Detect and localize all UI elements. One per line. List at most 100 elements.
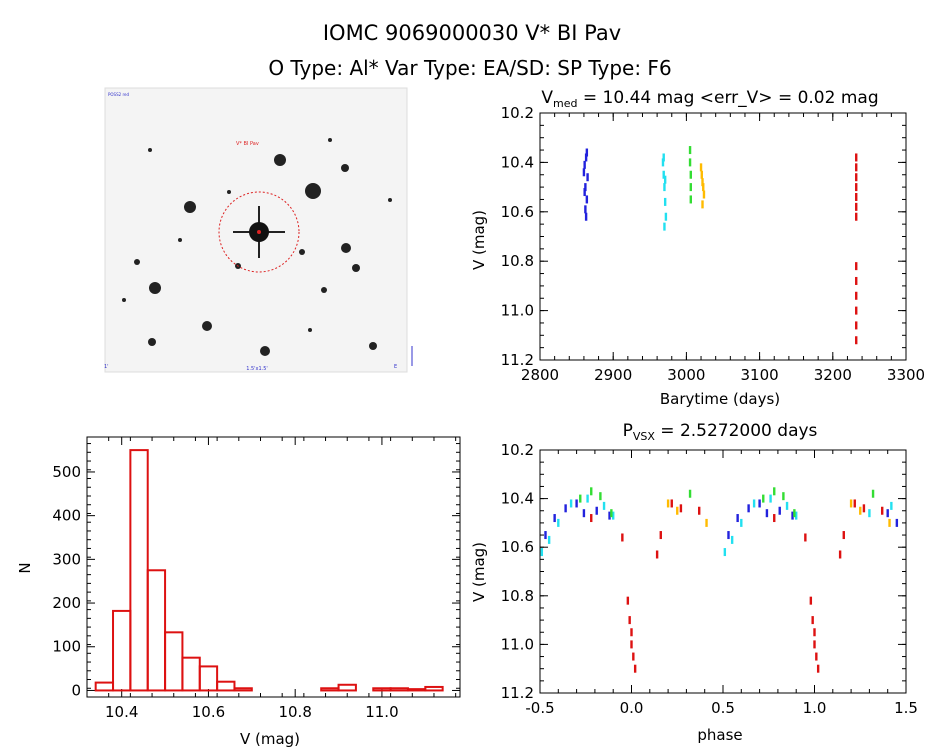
phased-point-cyan — [769, 494, 772, 503]
lightcurve-point-blue — [583, 160, 586, 169]
finder-chart: POSS2 red V* BI Pav 1' 1.5'x1.5' E — [104, 87, 413, 373]
lightcurve-xtick-label: 3100 — [741, 366, 779, 384]
phased-point-blue — [736, 514, 739, 523]
phased-point-red — [659, 531, 662, 540]
phased-plot-area: -0.5 0.0 0.5 1.0 1.5 10.2 10.4 10.6 10.8 11.0 11.2 — [501, 441, 918, 717]
finder-label-top-left: POSS2 red — [108, 92, 129, 97]
phased-point-red — [632, 652, 635, 661]
lightcurve-panel: Vmed = 10.44 mag <err_V> = 0.02 mag 2800… — [470, 88, 925, 408]
histogram-bar — [389, 687, 409, 692]
lightcurve-xtick-label: 3000 — [667, 366, 705, 384]
histogram-xtick-label: 10.8 — [278, 703, 311, 721]
phased-ylabel: V (mag) — [470, 542, 488, 602]
histogram-bar — [406, 688, 427, 692]
lightcurve-point-cyan — [663, 175, 667, 184]
finder-field-star — [184, 201, 196, 213]
histogram-ytick-label: 400 — [52, 507, 81, 525]
phased-ytick-label: 10.4 — [501, 490, 534, 508]
histogram-ytick-label: 300 — [52, 550, 81, 568]
lightcurve-point-red — [855, 276, 858, 285]
lightcurve-point-blue — [585, 195, 589, 204]
lightcurve-ytick-label: 10.2 — [501, 104, 534, 122]
lightcurve-point-cyan — [662, 153, 665, 162]
lightcurve-point-green — [688, 146, 692, 155]
phased-xtick-label: 1.5 — [894, 699, 918, 717]
lightcurve-point-blue — [584, 212, 588, 221]
finder-field-star — [134, 259, 140, 265]
lightcurve-point-orange — [701, 178, 704, 187]
phased-point-blue — [895, 518, 899, 527]
phased-point-cyan — [612, 511, 615, 520]
phased-point-green — [579, 494, 582, 503]
lightcurve-point-red — [855, 336, 858, 345]
lightcurve-xtick-label: 3300 — [887, 366, 925, 384]
phased-title-sub: VSX — [633, 430, 656, 443]
finder-field-star — [308, 328, 312, 332]
phased-point-green — [773, 487, 776, 496]
lightcurve-point-green — [689, 170, 692, 179]
finder-field-star — [388, 198, 392, 202]
phased-point-cyan — [723, 548, 727, 557]
histogram-plot-area: 10.4 10.6 10.8 11.0 0 100 200 300 400 500 — [52, 436, 461, 721]
phased-point-blue — [608, 511, 611, 520]
phased-point-cyan — [868, 509, 871, 518]
phased-point-orange — [666, 499, 670, 508]
histogram-bar — [112, 609, 132, 692]
phased-xlabel: phase — [697, 726, 742, 744]
phased-point-blue — [575, 499, 578, 508]
histogram-bar — [181, 656, 201, 692]
lightcurve-point-blue — [585, 148, 589, 157]
target-circle — [218, 191, 300, 273]
phased-point-red — [804, 533, 807, 542]
finder-field-star — [148, 148, 152, 152]
phased-xtick-label: 0.5 — [711, 699, 735, 717]
lightcurve-point-red — [855, 173, 858, 182]
phased-point-cyan — [752, 499, 756, 508]
finder-field-star — [352, 264, 360, 272]
finder-label-object: V* BI Pav — [236, 141, 259, 147]
phased-point-cyan — [557, 518, 560, 527]
phased-point-cyan — [569, 499, 573, 508]
lightcurve-xtick-label: 3200 — [814, 366, 852, 384]
phased-point-red — [630, 640, 633, 649]
finder-field-star — [321, 287, 327, 293]
phased-ytick-label: 10.8 — [501, 587, 534, 605]
lightcurve-point-red — [855, 183, 858, 192]
lightcurve-xtick-label: 2800 — [521, 366, 559, 384]
lightcurve-point-blue — [584, 153, 588, 162]
finder-label-bottom-left: 1' — [104, 364, 109, 370]
lightcurve-point-cyan — [662, 170, 665, 179]
finder-field-star — [122, 298, 126, 302]
phased-point-red — [842, 531, 845, 540]
phased-point-cyan — [540, 548, 544, 557]
phased-point-red — [626, 596, 630, 605]
lightcurve-point-cyan — [663, 197, 667, 206]
histogram-bar — [424, 685, 444, 692]
lightcurve-frame — [539, 112, 907, 361]
finder-field-star — [202, 321, 212, 331]
phased-xtick-label: 0.0 — [620, 699, 644, 717]
lightcurve-point-orange — [701, 200, 704, 209]
phased-point-red — [633, 664, 637, 673]
phased-point-blue — [778, 506, 781, 515]
finder-field-star — [149, 282, 161, 294]
phased-point-red — [813, 628, 816, 637]
phased-point-blue — [747, 504, 750, 513]
phased-point-red — [862, 504, 866, 513]
lightcurve-point-blue — [586, 173, 589, 182]
histogram-bar — [337, 683, 357, 692]
phased-point-blue — [791, 511, 794, 520]
lightcurve-ytick-label: 10.8 — [501, 252, 534, 270]
phased-point-cyan — [785, 501, 789, 510]
finder-field-star — [274, 154, 286, 166]
lightcurve-title-sub: med — [553, 97, 577, 110]
histogram-xtick-label: 10.4 — [105, 703, 138, 721]
phased-point-red — [628, 616, 631, 625]
finder-field-star — [299, 249, 305, 255]
finder-label-bottom-center: 1.5'x1.5' — [246, 366, 268, 372]
phased-point-cyan — [795, 511, 798, 520]
figure-subtitle: O Type: Al* Var Type: EA/SD: SP Type: F6 — [268, 56, 671, 80]
phased-point-orange — [859, 506, 862, 515]
phased-point-red — [811, 616, 814, 625]
